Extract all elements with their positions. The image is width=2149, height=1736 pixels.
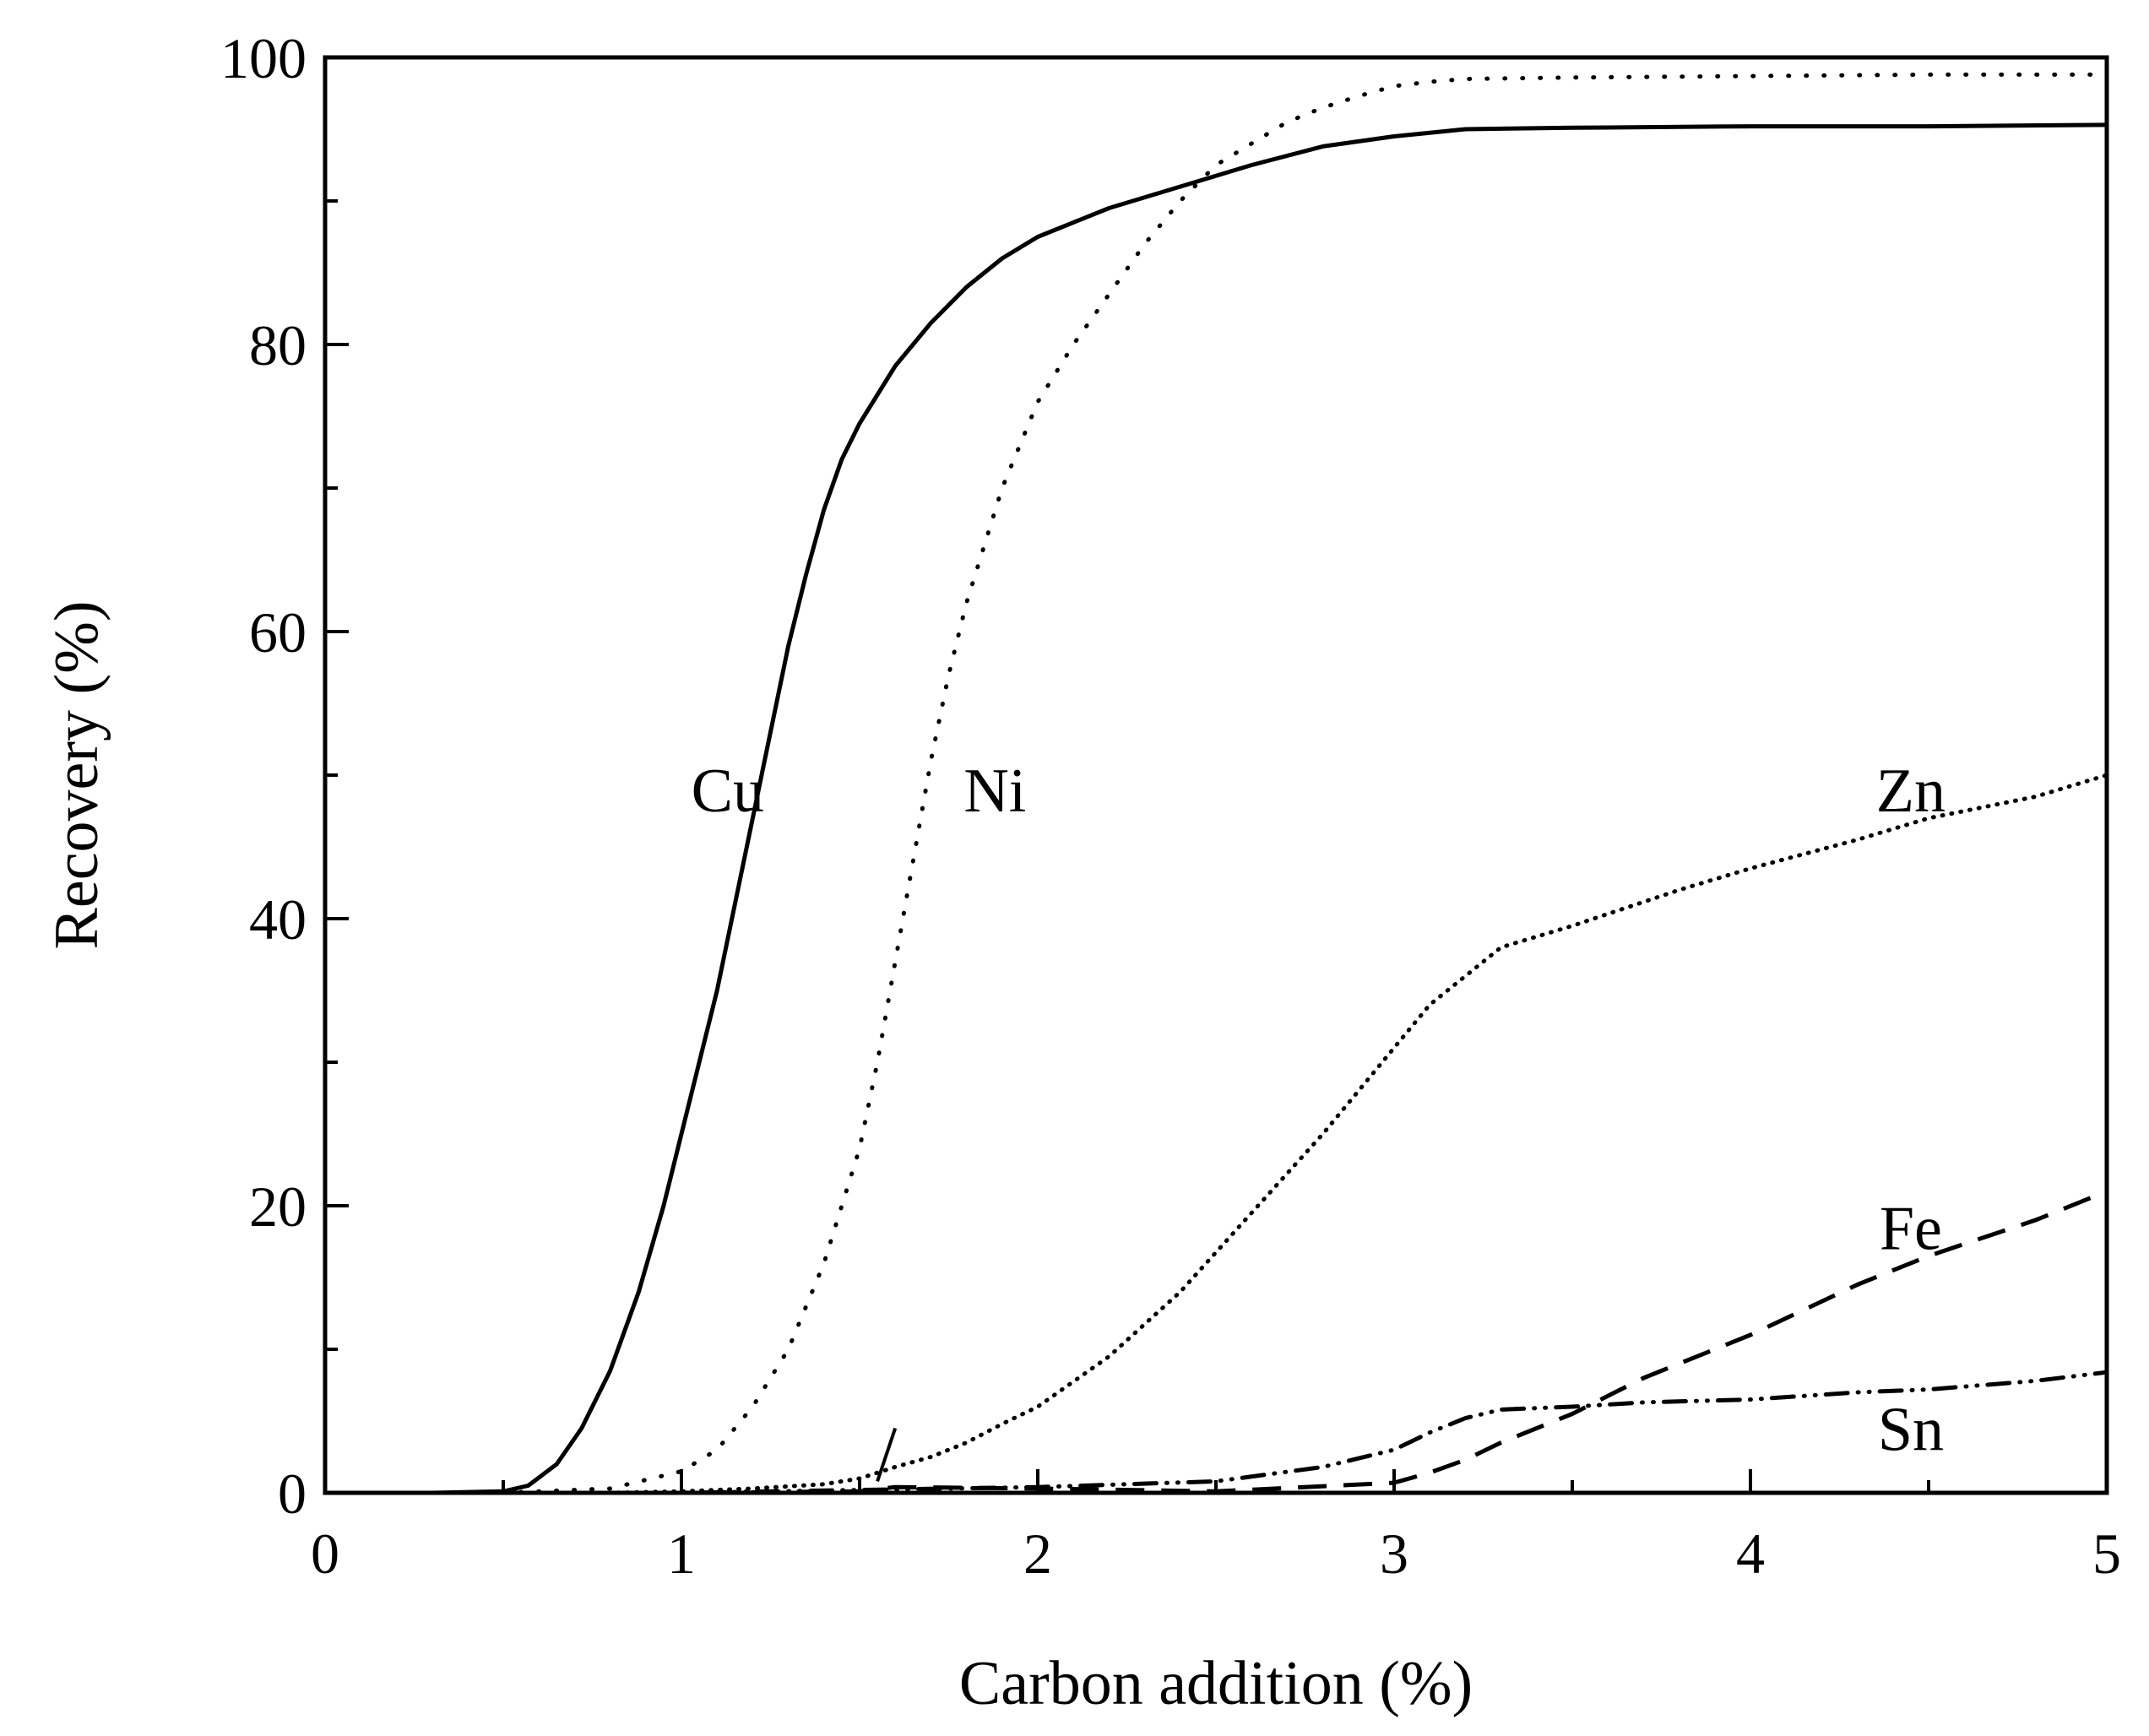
series-label-zn: Zn: [1876, 757, 1945, 826]
y-tick-label: 20: [249, 1175, 307, 1239]
series-labels: Cu Ni Zn Fe Sn: [692, 757, 1945, 1465]
series-line-fe: [431, 1189, 2108, 1495]
series-label-ni: Ni: [963, 757, 1026, 826]
series-line-cu: [431, 122, 2108, 1495]
axis-ticks: 0 1 2 3 4 5 0 20 40 60 80 100: [220, 26, 2121, 1586]
y-tick-label: 0: [278, 1462, 307, 1526]
series-line-sn: [430, 1370, 2109, 1495]
x-tick-label: 1: [667, 1522, 696, 1586]
x-axis-title: Carbon addition (%): [959, 1649, 1473, 1718]
x-tick-label: 2: [1023, 1522, 1052, 1586]
y-tick-label: 60: [249, 600, 307, 665]
y-tick-label: 100: [220, 26, 307, 90]
x-tick-label: 0: [311, 1522, 339, 1586]
y-tick-label: 80: [249, 313, 307, 377]
series-lines: [430, 72, 2109, 1495]
series-label-fe: Fe: [1880, 1195, 1942, 1264]
series-label-cu: Cu: [692, 757, 764, 826]
plot-frame: [323, 55, 2109, 1495]
x-tick-label: 4: [1736, 1522, 1765, 1586]
series-label-sn: Sn: [1878, 1396, 1944, 1465]
series-line-zn: [430, 773, 2109, 1495]
y-axis-title: Recovery (%): [42, 601, 111, 950]
x-tick-label: 5: [2092, 1522, 2121, 1586]
baseline-mark: [876, 1427, 898, 1483]
series-line-ni: [430, 72, 2109, 1495]
y-tick-label: 40: [249, 887, 307, 952]
x-tick-label: 3: [1380, 1522, 1408, 1586]
